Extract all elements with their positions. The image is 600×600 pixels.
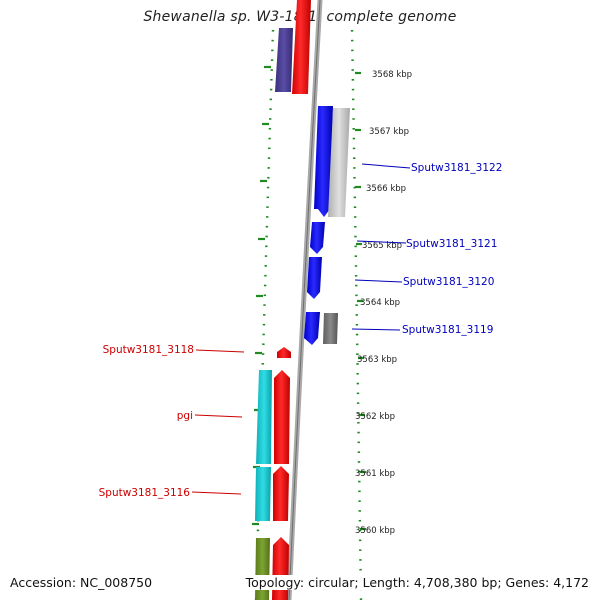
leader-line-pgi xyxy=(194,414,243,418)
leader-line-3118 xyxy=(195,349,245,353)
gene-olive-bottom xyxy=(255,538,270,600)
leader-line-3116 xyxy=(191,491,242,495)
genome-backbone-edge xyxy=(288,0,321,600)
gene-label-pgi: pgi xyxy=(177,410,193,422)
topology-text: Topology: circular; Length: 4,708,380 bp… xyxy=(243,575,591,590)
gene-sputw3181-3116 xyxy=(273,466,289,521)
tick-label: 3562 kbp xyxy=(355,412,395,422)
tick-label: 3563 kbp xyxy=(357,355,397,365)
gene-cyan-lower xyxy=(255,467,271,521)
tick-label: 3564 kbp xyxy=(360,298,400,308)
tick-label: 3567 kbp xyxy=(369,127,409,137)
tick-label: 3561 kbp xyxy=(355,469,395,479)
scale-labels: 3568 kbp 3567 kbp 3566 kbp 3565 kbp 3564… xyxy=(355,70,412,536)
leader-line-3119 xyxy=(351,328,401,331)
tick-label: 3566 kbp xyxy=(366,184,406,194)
accession-text: Accession: NC_008750 xyxy=(9,575,154,590)
gene-label-sputw3181-3118: Sputw3181_3118 xyxy=(103,344,194,356)
outer-ring-right xyxy=(350,29,363,600)
tick-label: 3560 kbp xyxy=(355,526,395,536)
gene-dark-gray xyxy=(323,313,338,344)
gene-sputw3181-3122 xyxy=(314,106,333,217)
tick-label: 3565 kbp xyxy=(362,241,402,251)
tick-label: 3568 kbp xyxy=(372,70,412,80)
gene-sputw3181-3119 xyxy=(304,312,320,345)
gene-light-gray xyxy=(328,108,350,217)
leader-line-3122 xyxy=(361,163,411,169)
gene-red-top xyxy=(292,0,311,94)
leader-line-3120 xyxy=(354,279,403,283)
gene-red-bottom xyxy=(272,537,289,600)
gene-labels: Sputw3181_3122 Sputw3181_3121 Sputw3181_… xyxy=(99,162,503,499)
gene-pgi xyxy=(274,370,290,464)
gene-label-sputw3181-3122: Sputw3181_3122 xyxy=(411,162,502,174)
gene-cyan-upper xyxy=(256,370,272,464)
gene-label-sputw3181-3119: Sputw3181_3119 xyxy=(402,324,493,336)
gene-navy-top xyxy=(275,28,293,92)
leader-line-3121 xyxy=(356,240,407,244)
gene-label-sputw3181-3116: Sputw3181_3116 xyxy=(99,487,191,499)
gene-sputw3181-3118 xyxy=(277,347,291,358)
gene-label-sputw3181-3121: Sputw3181_3121 xyxy=(406,238,497,250)
ring-ticks xyxy=(252,65,366,531)
gene-sputw3181-3120 xyxy=(307,257,322,299)
gene-sputw3181-3121 xyxy=(310,222,325,254)
gene-label-sputw3181-3120: Sputw3181_3120 xyxy=(403,276,494,288)
gene-features xyxy=(255,0,350,600)
